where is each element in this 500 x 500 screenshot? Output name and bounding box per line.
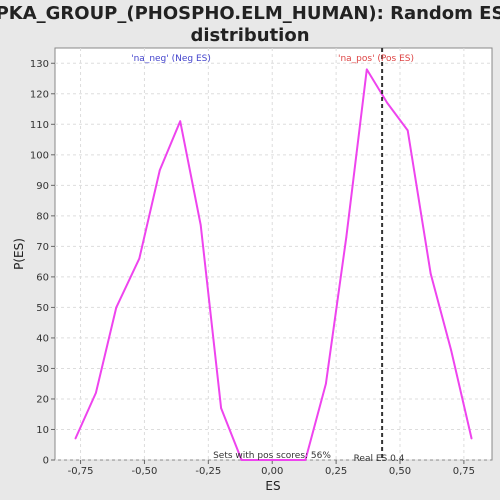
y-tick-label: 40 [36, 333, 49, 344]
y-tick-label: 80 [36, 211, 49, 222]
data-point [345, 236, 348, 239]
x-tick-label: 0,00 [261, 466, 283, 477]
y-tick-label: 90 [36, 181, 49, 192]
y-tick-label: 30 [36, 364, 49, 375]
x-tick-label: -0,25 [195, 466, 221, 477]
y-tick-label: 110 [30, 120, 49, 131]
y-tick-label: 70 [36, 242, 49, 253]
data-point [365, 68, 368, 71]
x-tick-label: 0,50 [389, 466, 411, 477]
data-point [240, 459, 243, 461]
data-point [179, 120, 182, 123]
data-point [450, 349, 452, 351]
x-tick-label: 0,25 [325, 466, 347, 477]
pos-scores-annotation: Sets with pos scores: 56% [213, 451, 331, 461]
data-point [325, 382, 327, 385]
x-tick-label: -0,75 [68, 466, 94, 477]
data-point [158, 169, 161, 171]
x-tick-label: 0,75 [453, 466, 475, 477]
data-point [406, 129, 409, 132]
real-es-label: Real ES 0.4 [354, 454, 405, 464]
y-tick-label: 20 [36, 394, 49, 405]
data-point [386, 102, 389, 104]
y-tick-label: 120 [30, 89, 49, 100]
data-point [138, 257, 141, 260]
y-tick-label: 100 [30, 150, 49, 161]
data-point [74, 437, 77, 440]
chart-title-line-2: distribution [190, 25, 309, 46]
y-tick-label: 50 [36, 303, 49, 314]
y-axis-label: P(ES) [12, 238, 26, 270]
pos-es-label: 'na_pos' (Pos ES) [338, 54, 414, 64]
data-point [429, 273, 432, 275]
data-point [115, 306, 118, 309]
data-point [220, 407, 222, 409]
y-tick-label: 60 [36, 272, 49, 283]
x-tick-label: -0,50 [132, 466, 158, 477]
series-layer [74, 68, 473, 461]
axes: 0 10 20 30 40 50 60 70 80 90 100 110 120 130 -0,75 -0,5… [30, 59, 475, 477]
x-axis-label: ES [265, 479, 280, 493]
y-tick-label: 130 [30, 59, 49, 70]
data-point [470, 437, 473, 440]
series-line [74, 68, 473, 461]
data-point [95, 392, 97, 394]
neg-es-label: 'na_neg' (Neg ES) [131, 54, 211, 64]
data-point [199, 224, 202, 226]
y-tick-label: 0 [43, 456, 49, 467]
plot-area [54, 47, 493, 461]
grid [55, 48, 492, 461]
chart-title-line-1: PKA_GROUP_(PHOSPHO.ELM_HUMAN): Random ES [0, 3, 500, 24]
data-point [304, 459, 307, 461]
y-tick-label: 10 [36, 425, 49, 436]
